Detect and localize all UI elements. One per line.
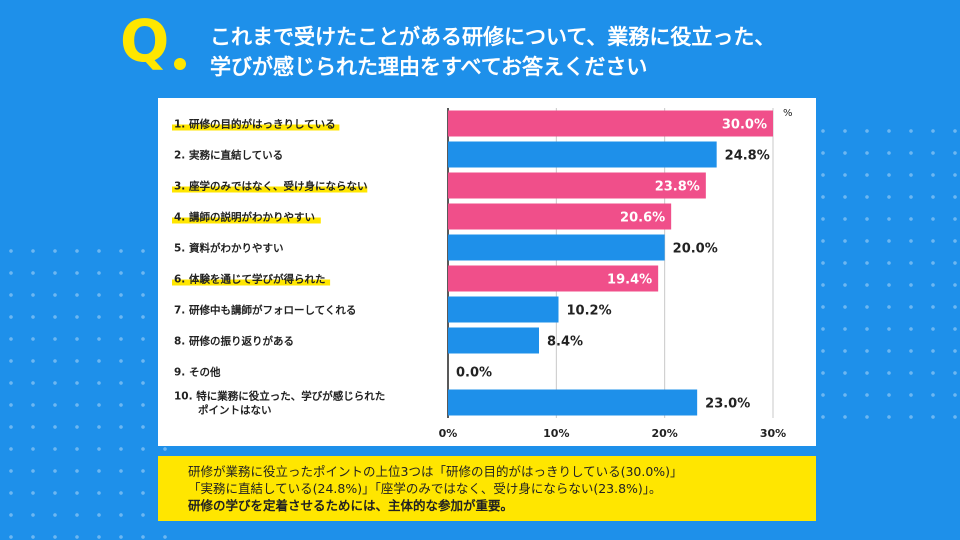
category-label: 3. 座学のみではなく、受け身にならない bbox=[174, 180, 367, 193]
category-label-line2: ポイントはない bbox=[198, 404, 272, 417]
data-label: 10.2% bbox=[567, 304, 612, 319]
summary-line-1: 研修が業務に役立ったポイントの上位3つは「研修の目的がはっきりしている(30.0… bbox=[188, 464, 683, 479]
dot-pattern-right bbox=[790, 120, 960, 420]
category-label: 8. 研修の振り返りがある bbox=[174, 335, 294, 348]
data-label: 30.0% bbox=[722, 118, 767, 133]
data-label: 0.0% bbox=[456, 366, 492, 381]
x-tick-label: 10% bbox=[543, 427, 569, 440]
x-tick-label: 20% bbox=[651, 427, 677, 440]
q-dot-icon bbox=[174, 58, 186, 70]
label-highlight bbox=[172, 124, 340, 131]
bar bbox=[448, 389, 698, 416]
category-label: 7. 研修中も講師がフォローしてくれる bbox=[174, 304, 356, 317]
bar bbox=[448, 203, 672, 230]
bar bbox=[448, 234, 665, 261]
bar bbox=[448, 172, 706, 199]
category-label: 10. 特に業務に役立った、学びが感じられた bbox=[174, 390, 385, 403]
data-label: 19.4% bbox=[607, 273, 652, 288]
label-highlight bbox=[172, 279, 331, 286]
bar bbox=[448, 327, 539, 354]
data-label: 20.6% bbox=[620, 211, 665, 226]
category-label: 5. 資料がわかりやすい bbox=[174, 242, 283, 255]
bar bbox=[448, 141, 717, 168]
x-tick-label: 0% bbox=[439, 427, 458, 440]
unit-label: % bbox=[783, 108, 793, 119]
question-line-2: 学びが感じられた理由をすべてお答えください bbox=[210, 55, 648, 79]
bar bbox=[448, 296, 559, 323]
summary-line-3: 研修の学びを定着させるためには、主体的な参加が重要。 bbox=[188, 498, 514, 513]
label-highlight bbox=[172, 186, 368, 193]
bar bbox=[448, 110, 773, 137]
dot-pattern-left bbox=[0, 240, 170, 540]
data-label: 24.8% bbox=[725, 149, 770, 164]
bar-chart: 0% 10% 20% 30%% 1. 研修の目的がはっきりしている 30.0% 2. 実務に… bbox=[172, 108, 793, 440]
question-line-1: これまで受けたことがある研修について、業務に役立った、 bbox=[210, 25, 776, 49]
data-label: 23.0% bbox=[705, 397, 750, 412]
category-label: 4. 講師の説明がわかりやすい bbox=[174, 211, 315, 224]
summary-box: 研修が業務に役立ったポイントの上位3つは「研修の目的がはっきりしている(30.0… bbox=[158, 456, 816, 521]
category-label: 1. 研修の目的がはっきりしている bbox=[174, 118, 336, 131]
category-label: 2. 実務に直結している bbox=[174, 149, 283, 162]
label-highlight bbox=[172, 217, 321, 224]
category-label: 6. 体験を通じて学びが得られた bbox=[174, 273, 325, 286]
x-tick-label: 30% bbox=[760, 427, 786, 440]
question-title: これまで受けたことがある研修について、業務に役立った、 学びが感じられた理由をす… bbox=[210, 22, 910, 82]
q-mark: Q bbox=[120, 7, 170, 75]
bar bbox=[448, 265, 659, 292]
summary-line-2: 「実務に直結している(24.8%)」「座学のみではなく、受け身にならない(23.… bbox=[188, 481, 662, 496]
data-label: 20.0% bbox=[673, 242, 718, 257]
data-label: 23.8% bbox=[655, 180, 700, 195]
data-label: 8.4% bbox=[547, 335, 583, 350]
chart-panel: 0% 10% 20% 30%% 1. 研修の目的がはっきりしている 30.0% 2. 実務に… bbox=[158, 98, 816, 446]
category-label: 9. その他 bbox=[174, 366, 221, 379]
